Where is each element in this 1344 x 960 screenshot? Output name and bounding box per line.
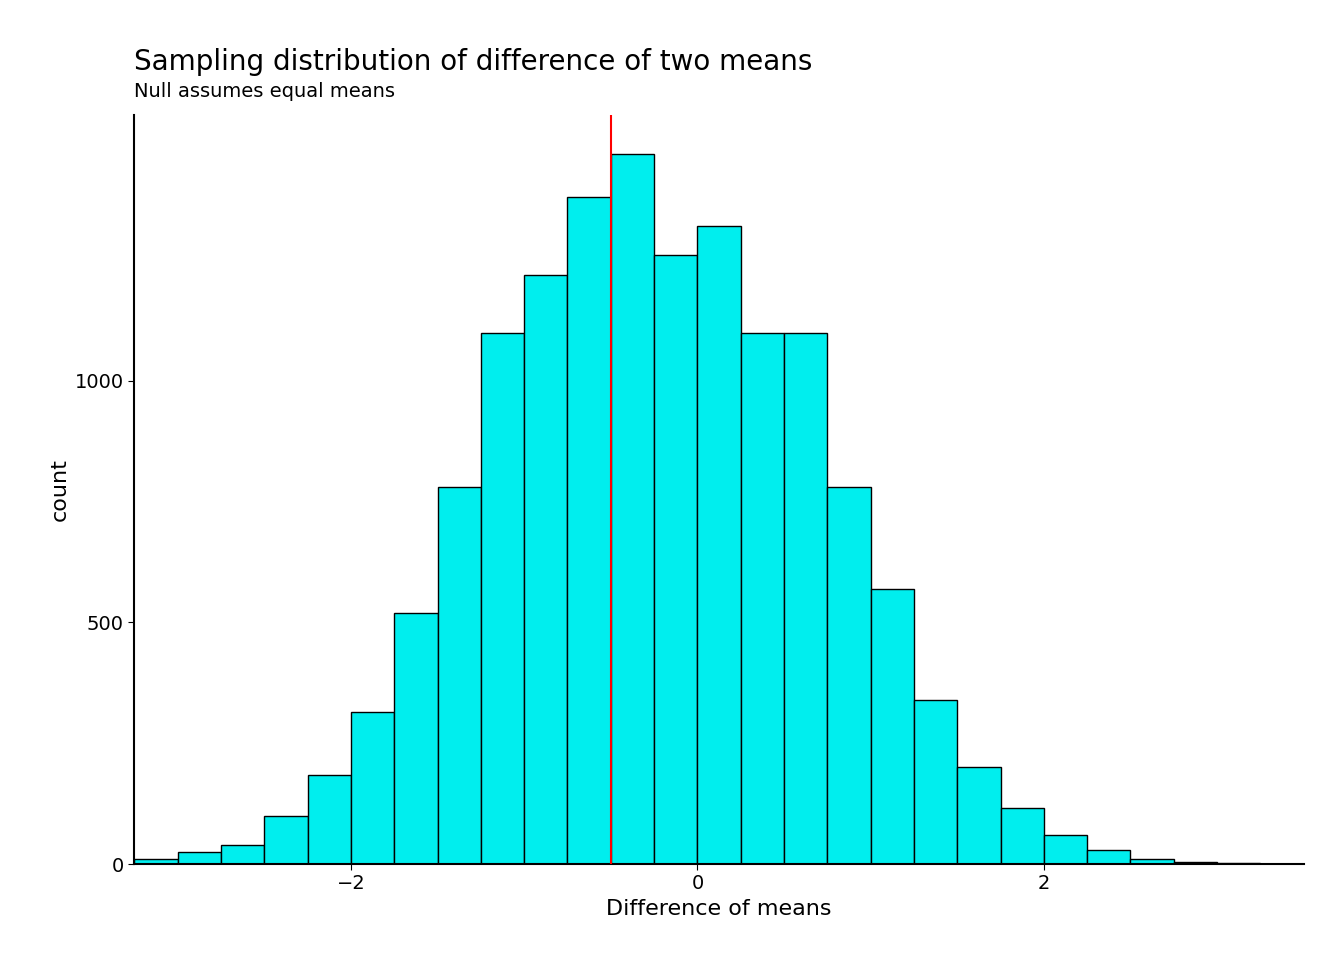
Bar bbox=[1000, 808, 1044, 864]
Bar bbox=[610, 154, 655, 864]
Bar bbox=[698, 227, 741, 864]
Bar bbox=[1044, 835, 1087, 864]
Bar bbox=[1087, 850, 1130, 864]
Bar bbox=[567, 198, 610, 864]
Bar bbox=[957, 767, 1000, 864]
Bar bbox=[871, 588, 914, 864]
Bar bbox=[1130, 859, 1173, 864]
Bar bbox=[828, 487, 871, 864]
Bar bbox=[134, 859, 177, 864]
Bar bbox=[1173, 861, 1218, 864]
Bar bbox=[438, 487, 481, 864]
Bar bbox=[177, 852, 220, 864]
Text: Sampling distribution of difference of two means: Sampling distribution of difference of t… bbox=[134, 48, 813, 76]
Bar bbox=[784, 332, 828, 864]
Bar bbox=[741, 332, 784, 864]
Bar bbox=[481, 332, 524, 864]
Bar bbox=[91, 862, 134, 864]
Y-axis label: count: count bbox=[50, 458, 70, 521]
Bar bbox=[655, 255, 698, 864]
Bar bbox=[524, 275, 567, 864]
Bar bbox=[1218, 862, 1261, 864]
Bar bbox=[265, 816, 308, 864]
Bar bbox=[914, 700, 957, 864]
Bar bbox=[308, 775, 351, 864]
Text: Null assumes equal means: Null assumes equal means bbox=[134, 82, 395, 101]
Bar bbox=[394, 612, 438, 864]
Bar bbox=[220, 845, 265, 864]
X-axis label: Difference of means: Difference of means bbox=[606, 899, 832, 919]
Bar bbox=[351, 711, 394, 864]
